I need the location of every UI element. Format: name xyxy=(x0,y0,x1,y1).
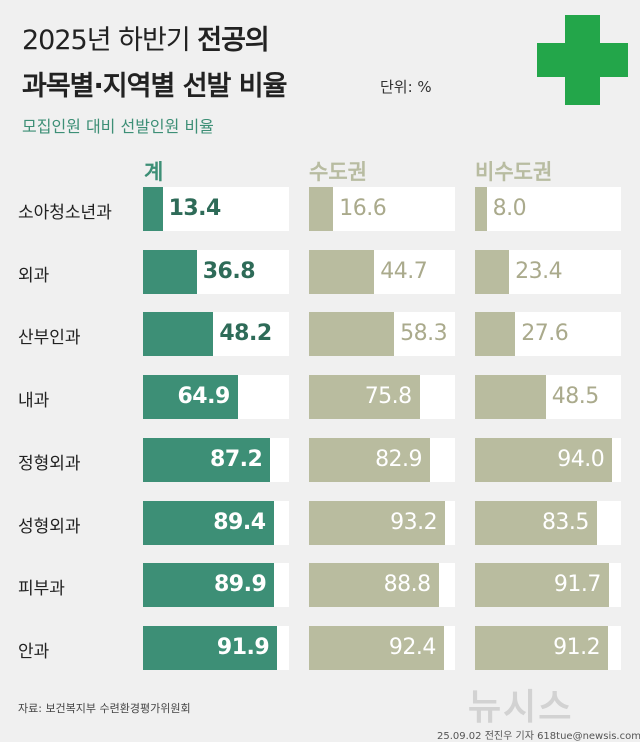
bar-track-capital: 16.6 xyxy=(309,187,455,231)
bar-capital xyxy=(309,625,444,670)
value-label-noncapital: 8.0 xyxy=(492,196,527,221)
bar-track-noncapital: 91.7 xyxy=(475,563,621,608)
bar-track-capital: 58.3 xyxy=(309,312,455,357)
value-label-noncapital: 23.4 xyxy=(515,258,563,284)
bar-noncapital xyxy=(475,187,487,231)
bar-total xyxy=(143,187,163,231)
bar-track-total: 89.9 xyxy=(143,563,289,608)
row-label: 내과 xyxy=(18,391,50,412)
bar-track-capital: 88.8 xyxy=(309,563,455,608)
value-label-total: 91.9 xyxy=(216,634,270,660)
bar-track-capital: 92.4 xyxy=(309,625,455,670)
bar-capital xyxy=(309,249,375,294)
subtitle: 모집인원 대비 선발인원 비율 xyxy=(22,117,214,136)
bar-track-noncapital: 91.2 xyxy=(475,625,621,670)
source-note: 자료: 보건복지부 수련환경평가위원회 xyxy=(18,702,191,715)
bar-total xyxy=(143,625,278,670)
bar-track-capital: 82.9 xyxy=(309,437,455,482)
bar-total xyxy=(143,249,197,294)
value-label-total: 48.2 xyxy=(219,321,272,347)
cross-horizontal-bar xyxy=(537,43,628,77)
bar-track-total: 64.9 xyxy=(143,375,289,420)
value-label-noncapital: 83.5 xyxy=(541,509,589,535)
unit-label: 단위: % xyxy=(380,78,432,96)
title-emphasis-text: 전공의 xyxy=(197,25,270,56)
row-label: 안과 xyxy=(18,641,50,662)
bar-track-noncapital: 8.0 xyxy=(475,187,621,231)
bar-capital xyxy=(309,312,395,357)
bar-track-noncapital: 94.0 xyxy=(475,437,621,482)
row-label: 외과 xyxy=(18,265,50,286)
value-label-noncapital: 91.7 xyxy=(553,572,601,598)
value-label-total: 87.2 xyxy=(210,446,263,472)
bar-track-total: 91.9 xyxy=(143,625,289,670)
bar-track-capital: 75.8 xyxy=(309,375,455,420)
bar-track-capital: 44.7 xyxy=(309,249,455,294)
bar-noncapital xyxy=(475,375,546,420)
column-header-noncapital: 비수도권 xyxy=(475,160,553,184)
bar-noncapital xyxy=(475,312,516,357)
value-label-noncapital: 94.0 xyxy=(557,446,605,472)
value-label-total: 89.9 xyxy=(213,572,267,598)
row-label: 정형외과 xyxy=(18,453,81,474)
credit-line: 25.09.02 전진우 기자 618tue@newsis.com xyxy=(437,731,640,742)
value-label-total: 13.4 xyxy=(168,196,222,221)
bar-capital xyxy=(309,563,439,608)
bar-track-noncapital: 27.6 xyxy=(475,312,621,357)
bar-total xyxy=(143,375,238,420)
bar-track-total: 36.8 xyxy=(143,249,289,294)
bar-track-noncapital: 83.5 xyxy=(475,500,621,545)
bar-track-noncapital: 23.4 xyxy=(475,249,621,294)
title-year-text: 2025년 하반기 xyxy=(22,25,198,56)
value-label-capital: 82.9 xyxy=(375,446,423,472)
row-label: 피부과 xyxy=(18,579,65,600)
value-label-total: 36.8 xyxy=(202,258,256,284)
bar-track-total: 89.4 xyxy=(143,500,289,545)
bar-track-total: 48.2 xyxy=(143,312,289,357)
column-header-total: 계 xyxy=(144,160,164,184)
value-label-capital: 75.8 xyxy=(364,384,412,410)
column-header-capital: 수도권 xyxy=(309,160,367,184)
value-label-capital: 16.6 xyxy=(339,196,387,221)
title-line-2: 과목별·지역별 선발 비율 xyxy=(22,71,287,102)
value-label-capital: 88.8 xyxy=(383,572,431,598)
bar-total xyxy=(143,437,271,482)
bar-capital xyxy=(309,500,446,545)
value-label-capital: 92.4 xyxy=(388,634,436,660)
bar-noncapital xyxy=(475,437,613,482)
bar-noncapital xyxy=(475,625,609,670)
bar-capital xyxy=(309,187,334,231)
row-label: 산부인과 xyxy=(18,328,81,349)
value-label-total: 89.4 xyxy=(213,509,266,535)
bar-total xyxy=(143,312,214,357)
value-label-capital: 44.7 xyxy=(380,258,428,284)
value-label-noncapital: 27.6 xyxy=(521,321,569,347)
value-label-noncapital: 91.2 xyxy=(553,634,601,660)
bar-noncapital xyxy=(475,249,510,294)
value-label-total: 64.9 xyxy=(177,384,230,410)
bar-track-total: 87.2 xyxy=(143,437,289,482)
value-label-capital: 58.3 xyxy=(400,321,448,347)
bar-noncapital xyxy=(475,563,609,608)
bar-capital xyxy=(309,437,431,482)
value-label-capital: 93.2 xyxy=(390,509,438,535)
title-line-1: 2025년 하반기 전공의 xyxy=(22,18,270,57)
row-label: 소아청소년과 xyxy=(18,203,112,223)
value-label-noncapital: 48.5 xyxy=(551,384,599,410)
bar-noncapital xyxy=(475,500,597,545)
bar-total xyxy=(143,563,275,608)
bar-capital xyxy=(309,375,420,420)
row-label: 성형외과 xyxy=(18,516,81,537)
bar-track-noncapital: 48.5 xyxy=(475,375,621,420)
bar-total xyxy=(143,500,274,545)
bar-track-total: 13.4 xyxy=(143,187,289,231)
bar-track-capital: 93.2 xyxy=(309,500,455,545)
newsis-logo: 뉴시스 xyxy=(468,687,574,728)
